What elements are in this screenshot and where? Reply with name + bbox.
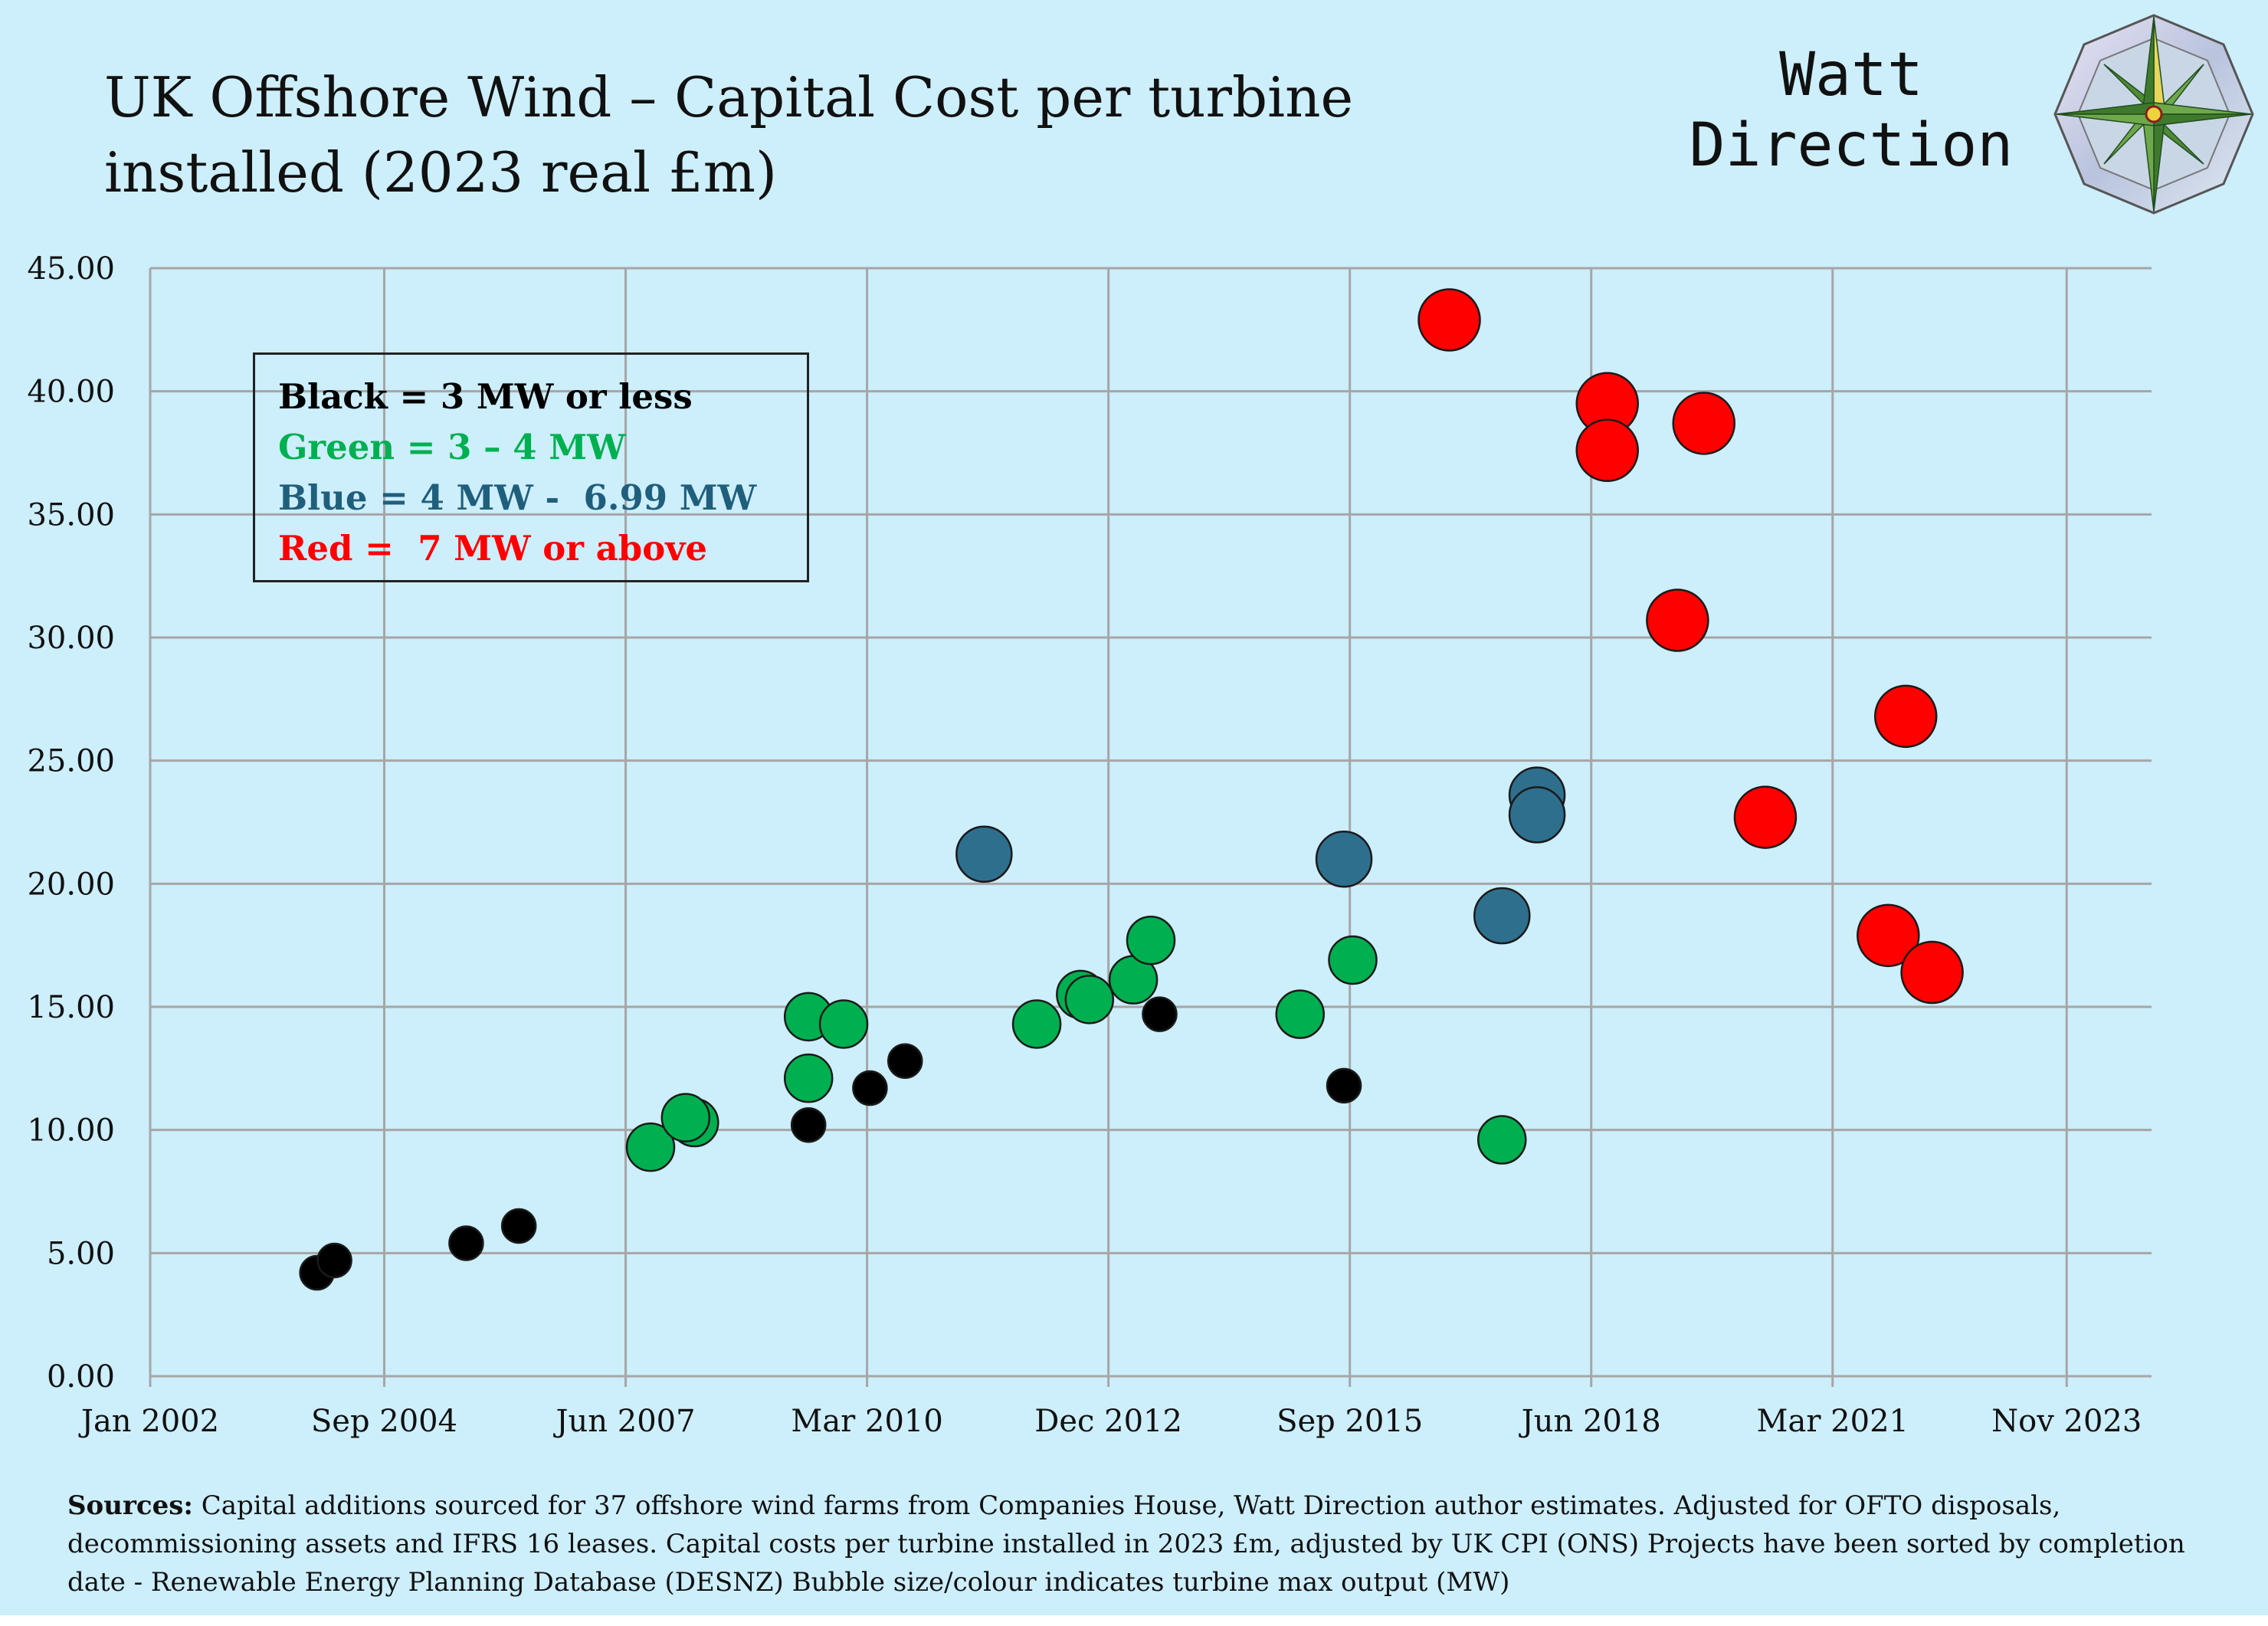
brand-name: Watt Direction <box>1660 40 2043 181</box>
data-point <box>1900 940 1964 1005</box>
data-point <box>448 1225 484 1261</box>
data-point <box>1328 935 1378 985</box>
x-tick-label: Jun 2007 <box>553 1404 696 1439</box>
legend-entry-blue: Blue = 4 MW - 6.99 MW <box>278 477 757 518</box>
x-tick-label: Sep 2015 <box>1277 1404 1423 1439</box>
y-tick-label: 5.00 <box>47 1236 115 1271</box>
data-point <box>1011 999 1062 1049</box>
y-tick-label: 30.00 <box>27 621 115 656</box>
data-point <box>1142 996 1178 1032</box>
y-tick-label: 35.00 <box>27 497 115 533</box>
y-tick-label: 15.00 <box>27 990 115 1025</box>
data-point <box>1326 1067 1362 1104</box>
data-point <box>1857 903 1920 968</box>
data-point <box>852 1070 888 1106</box>
y-tick-label: 0.00 <box>47 1359 115 1395</box>
y-tick-label: 10.00 <box>27 1113 115 1149</box>
compass-rose-icon <box>2053 14 2254 215</box>
axes: 0.00 5.00 10.00 15.00 20.00 25.00 30.00 35.00 40… <box>27 251 2142 1439</box>
data-point <box>1473 887 1531 945</box>
x-tick-label: Mar 2010 <box>791 1404 942 1439</box>
data-point <box>955 825 1013 883</box>
legend-entry-black: Black = 3 MW or less <box>278 376 693 417</box>
y-tick-label: 40.00 <box>27 375 115 410</box>
data-point <box>1672 392 1735 455</box>
x-tick-label: Dec 2012 <box>1034 1404 1182 1439</box>
y-tick-label: 45.00 <box>27 251 115 287</box>
brand-line-2: Direction <box>1689 111 2014 180</box>
y-tick-label: 20.00 <box>27 867 115 902</box>
x-tick-label: Jan 2002 <box>78 1404 219 1439</box>
data-points <box>299 288 1964 1291</box>
data-point <box>625 1122 676 1172</box>
x-tick-label: Sep 2004 <box>311 1404 457 1439</box>
x-tick-label: Jun 2018 <box>1519 1404 1661 1439</box>
data-point <box>316 1242 352 1279</box>
data-point <box>790 1106 827 1143</box>
sources-text: Capital additions sourced for 37 offshor… <box>67 1490 2185 1598</box>
data-point <box>1275 989 1326 1039</box>
data-point <box>1315 830 1373 888</box>
data-point <box>1126 915 1176 965</box>
data-point <box>887 1043 923 1079</box>
legend-box: Black = 3 MW or less Green = 3 – 4 MW Bl… <box>253 352 809 582</box>
data-point <box>1418 288 1481 352</box>
legend-entry-red: Red = 7 MW or above <box>278 528 707 569</box>
chart-title: UK Offshore Wind – Capital Cost per turb… <box>104 65 1354 205</box>
brand-line-1: Watt <box>1779 41 1923 110</box>
data-point <box>1575 418 1639 483</box>
data-point <box>660 1093 711 1142</box>
y-tick-label: 25.00 <box>27 744 115 779</box>
x-tick-label: Nov 2023 <box>1991 1404 2142 1439</box>
data-point <box>783 1053 834 1103</box>
x-tick-label: Mar 2021 <box>1757 1404 1909 1439</box>
data-point <box>1508 786 1566 844</box>
data-point <box>818 999 869 1049</box>
data-point <box>1476 1115 1527 1165</box>
data-point <box>1873 684 1938 749</box>
data-point <box>500 1208 537 1244</box>
sources-label: Sources: <box>67 1490 193 1521</box>
legend-entry-green: Green = 3 – 4 MW <box>278 427 626 467</box>
data-point <box>1646 588 1709 652</box>
data-point <box>1733 785 1798 849</box>
sources-note: Sources: Capital additions sourced for 3… <box>67 1487 2213 1601</box>
data-point <box>1064 975 1115 1024</box>
gridlines <box>149 267 2152 1387</box>
